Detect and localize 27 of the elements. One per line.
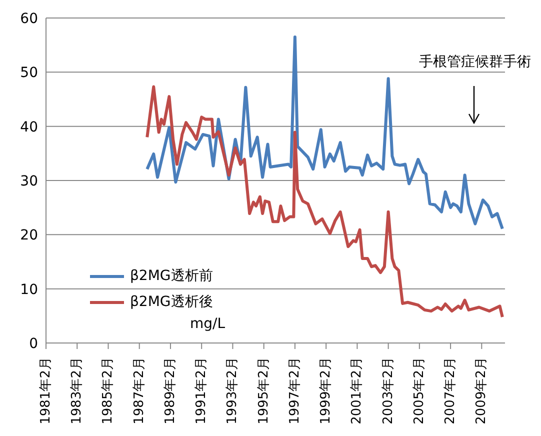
x-tick-label: 1981年2月 (38, 357, 54, 424)
y-tick-label: 60 (20, 10, 38, 27)
x-tick-label: 1991年2月 (194, 357, 210, 424)
y-tick-label: 50 (20, 65, 38, 82)
x-tick-label: 2003年2月 (380, 357, 396, 424)
x-tick-label: 1997年2月 (287, 357, 302, 424)
annotation: mg/L (190, 316, 226, 332)
x-tick-label: 1985年2月 (100, 357, 116, 424)
x-tick-label: 2007年2月 (443, 357, 458, 424)
x-tick-label: 1987年2月 (132, 357, 147, 424)
x-tick-label: 1983年2月 (70, 357, 85, 424)
x-tick-label: 1995年2月 (256, 357, 272, 424)
line-series (146, 35, 504, 230)
legend-label: β2MG透析後 (130, 293, 213, 312)
y-tick-label: 30 (20, 173, 38, 190)
y-tick-label: 10 (20, 282, 38, 298)
x-tick-label: 1993年2月 (225, 357, 240, 424)
x-tick-label: 1989年2月 (162, 357, 178, 424)
x-tick-label: 2005年2月 (412, 357, 427, 424)
x-tick-label: 2001年2月 (350, 357, 365, 424)
annotation: 手根管症候群手術 (419, 53, 531, 71)
y-tick-label: 40 (20, 119, 38, 136)
legend-label: β2MG透析前 (130, 267, 213, 286)
y-tick-label: 20 (20, 228, 38, 244)
x-tick-label: 1999年2月 (318, 357, 334, 424)
y-tick-label: 0 (29, 336, 38, 352)
x-tick-label: 2009年2月 (474, 357, 490, 424)
